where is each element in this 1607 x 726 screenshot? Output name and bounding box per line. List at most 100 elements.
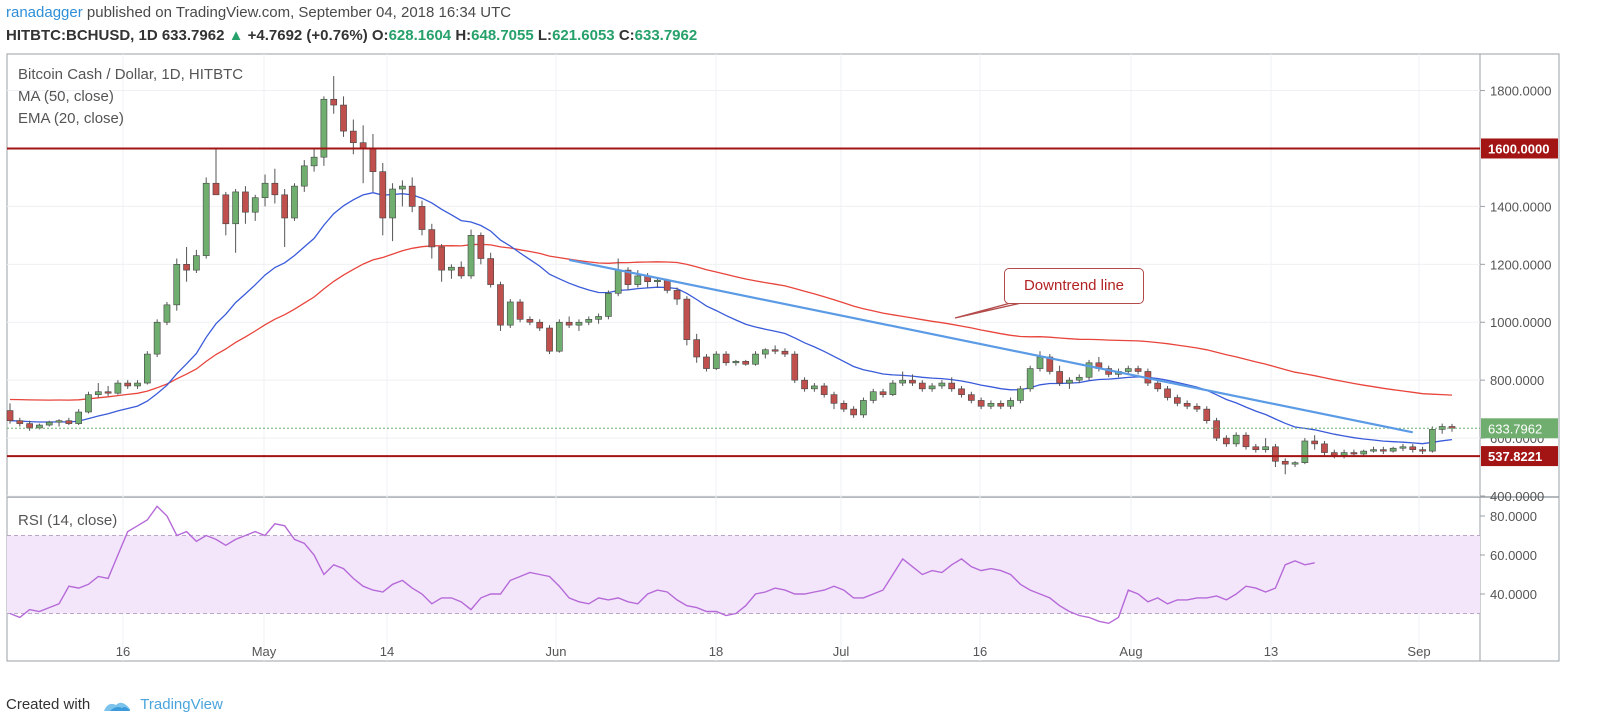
candle [1232,432,1240,447]
candle-body-down [840,403,848,410]
candle [948,377,956,392]
candle-body-down [1330,452,1338,456]
candle [555,319,563,353]
candle-body-up [310,156,318,167]
candle-body-up [134,382,141,387]
candle-body-up [193,255,200,271]
candle-body-down [1213,420,1220,439]
x-tick-label: 18 [709,644,723,659]
candle-body-down [909,379,916,384]
candle [134,380,141,389]
y-tick-label: 1200.0000 [1490,257,1551,272]
candle [379,162,387,236]
candle [1350,449,1358,456]
candle-body-up [555,321,563,352]
candle [202,177,210,259]
x-tick-label: 14 [380,644,394,659]
candle-body-down [742,361,750,365]
price-chart[interactable]: 16 May 14 Jun 18 Jul 16 Aug 13 Sep 1800.0000 1400.0… [0,0,1607,690]
created-with-text: Created with [6,696,91,713]
candle-body-up [75,411,83,424]
candle-body-down [771,349,779,352]
candle [1124,365,1132,375]
candle [1281,458,1289,475]
candle-body-up [1036,356,1044,369]
candle-body-up [1026,368,1034,390]
ma-50-line [9,243,1453,401]
rsi-legend[interactable]: RSI (14, close) [18,512,118,529]
candle-body-up [300,165,308,187]
candle-body-down [330,98,338,106]
candle [585,316,593,326]
candle [1036,351,1044,372]
candle [1134,365,1142,375]
candle-body-down [242,191,249,213]
candle-body-up [291,185,298,219]
candle-body-down [977,400,985,407]
candle [693,333,701,363]
candle [801,377,808,392]
candle-body-down [340,104,347,132]
author-link[interactable]: ranadagger [6,4,83,21]
candle-body-down [693,339,701,358]
candle [673,287,681,305]
candle-body-up [1007,400,1014,407]
candle-body-up [712,353,720,369]
candle-body-down [967,394,975,401]
candle [310,148,318,172]
candle [840,400,848,413]
candle [389,183,396,242]
candle-body-up [251,197,259,213]
candle [320,96,328,166]
candle-body-down [948,382,956,390]
candle [761,348,769,359]
candle [575,319,583,331]
candle-body-down [408,185,416,207]
tradingview-logo-icon [104,702,131,712]
candle-body-down [281,194,289,219]
candle-body-up [202,182,210,256]
candle-body-down [222,194,230,225]
candle-body-up [143,353,151,384]
candle [1419,446,1426,455]
candle-body-up [1262,446,1269,450]
candle [193,249,200,274]
low-value: 621.6053 [552,27,615,44]
tradingview-link[interactable]: TradingView [140,696,223,713]
candle-body-down [1350,452,1358,455]
candle-body-down [820,385,828,395]
candle-body-down [16,420,24,424]
candle [820,383,828,398]
candle-body-down [1173,397,1181,404]
candle [938,380,946,389]
candle-body-up [1301,440,1309,463]
ma-legend[interactable]: MA (50, close) [18,88,114,105]
candle [408,177,416,213]
candle-body-up [45,421,53,426]
candle-body-down [1252,446,1260,450]
candle-body-up [55,420,63,423]
candle [428,223,436,259]
publish-info: ranadagger published on TradingView.com,… [6,4,511,21]
candle-body-down [26,423,33,429]
candle [1017,385,1024,404]
candle [967,391,975,404]
candle [771,345,779,355]
candle [1262,438,1269,453]
candle [183,246,190,282]
ema-legend[interactable]: EMA (20, close) [18,110,124,127]
candle-body-down [536,321,544,329]
candle-body-down [1281,460,1289,465]
candle-body-up [173,264,181,306]
candle-body-up [1232,434,1240,445]
candle [703,354,710,372]
candle [1183,400,1191,410]
candle [977,397,985,410]
candle-body-down [497,284,504,326]
candle-body-up [94,391,102,395]
candle [879,388,887,398]
candle-body-up [399,185,406,190]
ohlc-bar: HITBTC:BCHUSD, 1D 633.7962 ▲ +4.7692 (+0… [6,27,697,44]
candle [546,325,553,355]
candle-body-down [477,235,485,259]
